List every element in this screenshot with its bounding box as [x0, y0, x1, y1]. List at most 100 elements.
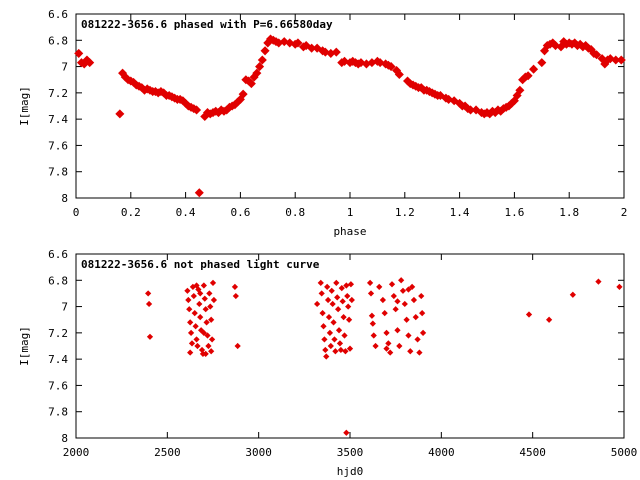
data-point — [419, 310, 426, 317]
x-tick-label: 1.6 — [504, 206, 524, 219]
y-tick-label: 7 — [61, 301, 68, 314]
data-point — [332, 348, 339, 355]
chart-title: 081222-3656.6 not phased light curve — [81, 258, 320, 271]
data-point — [187, 319, 194, 326]
data-point — [335, 327, 343, 334]
data-point — [407, 348, 414, 355]
x-axis-label: hjd0 — [337, 465, 364, 478]
data-point — [327, 342, 334, 350]
data-point — [403, 316, 410, 323]
data-point — [344, 292, 351, 300]
data-point — [390, 292, 397, 300]
data-point — [335, 306, 342, 313]
data-point — [366, 279, 374, 287]
data-point — [326, 329, 334, 336]
plot-frame — [75, 13, 625, 199]
data-point — [193, 336, 200, 343]
data-point — [197, 313, 204, 321]
data-point — [392, 306, 399, 313]
data-point — [192, 323, 199, 330]
data-point — [346, 345, 354, 352]
y-tick-label: 7.6 — [48, 139, 68, 152]
data-point — [323, 353, 330, 360]
data-point — [370, 332, 377, 339]
data-point — [190, 292, 197, 300]
data-point — [208, 336, 216, 343]
data-point — [238, 89, 248, 99]
data-point — [317, 279, 324, 287]
data-point — [74, 48, 84, 58]
data-point — [399, 287, 407, 294]
data-point — [396, 342, 403, 350]
data-point — [194, 188, 204, 198]
data-point — [339, 298, 346, 305]
data-point — [466, 105, 476, 115]
data-point — [376, 283, 383, 290]
data-point — [260, 46, 270, 56]
data-point — [328, 287, 335, 294]
data-point — [383, 345, 390, 352]
data-point — [414, 336, 421, 343]
data-point — [208, 316, 215, 323]
x-tick-label: 0 — [73, 206, 80, 219]
data-point — [367, 290, 375, 297]
x-tick-label: 0.8 — [285, 206, 305, 219]
data-point — [340, 313, 347, 321]
data-point — [345, 316, 353, 323]
data-point — [529, 64, 539, 74]
data-point — [343, 429, 350, 436]
x-tick-label: 4000 — [428, 446, 455, 459]
data-point — [569, 291, 576, 298]
data-point — [191, 310, 198, 317]
x-tick-label: 2500 — [154, 446, 181, 459]
data-point — [145, 290, 152, 297]
data-point — [322, 346, 329, 354]
data-point — [388, 281, 396, 288]
data-point — [405, 332, 412, 339]
y-tick-label: 7.2 — [48, 87, 68, 100]
chart-title: 081222-3656.6 phased with P=6.66580day — [81, 18, 333, 31]
data-point — [232, 292, 239, 300]
data-point — [394, 298, 401, 305]
data-point — [401, 300, 408, 308]
data-point — [545, 316, 553, 323]
data-point — [319, 310, 326, 317]
data-point — [379, 296, 386, 304]
data-point — [342, 348, 349, 355]
data-point — [398, 277, 405, 284]
x-tick-label: 1.2 — [395, 206, 415, 219]
data-point — [187, 349, 194, 356]
data-point — [208, 348, 215, 355]
data-point — [333, 279, 340, 287]
data-point — [185, 296, 192, 304]
data-point — [145, 300, 153, 308]
data-point — [345, 303, 352, 310]
y-axis-label: I[mag] — [18, 326, 31, 366]
data-point — [203, 319, 210, 326]
data-point — [394, 327, 401, 334]
data-point — [321, 336, 328, 343]
y-tick-label: 7.4 — [48, 113, 68, 126]
data-point — [412, 313, 419, 321]
data-point — [210, 296, 218, 304]
data-point — [405, 286, 412, 293]
data-point — [348, 296, 355, 304]
y-tick-label: 7.8 — [48, 166, 68, 179]
data-point — [246, 79, 256, 89]
data-point — [330, 319, 337, 326]
x-tick-label: 1.8 — [559, 206, 579, 219]
y-tick-label: 6.6 — [48, 248, 68, 261]
data-point — [324, 283, 331, 290]
data-point — [418, 292, 425, 300]
data-point — [616, 283, 623, 290]
data-point — [369, 320, 376, 327]
y-tick-label: 6.6 — [48, 8, 68, 21]
data-point — [595, 278, 602, 285]
data-point — [206, 290, 213, 297]
data-point — [347, 281, 355, 288]
data-point — [338, 285, 345, 292]
y-tick-label: 8 — [61, 192, 68, 205]
data-point — [416, 349, 423, 356]
data-point — [387, 349, 394, 356]
data-point — [192, 105, 202, 115]
